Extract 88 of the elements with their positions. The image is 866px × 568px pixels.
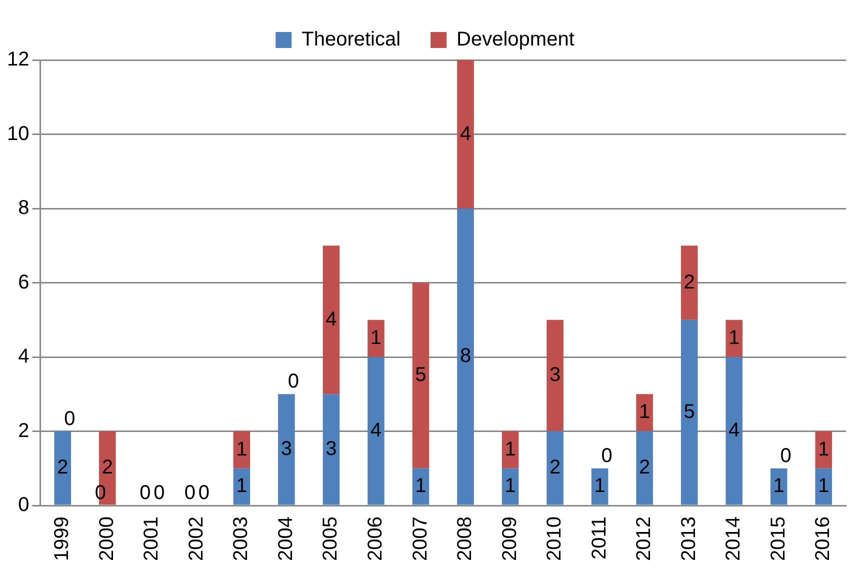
bar <box>680 246 698 320</box>
data-label: 1 <box>504 438 516 460</box>
data-label: 1 <box>818 438 830 460</box>
y-tick-label: 2 <box>18 420 30 442</box>
data-label: 2 <box>57 456 68 479</box>
data-label: 4 <box>728 419 740 442</box>
data-label: 2 <box>549 456 561 479</box>
bar <box>726 357 742 505</box>
data-label: 2 <box>684 271 695 294</box>
bar <box>368 357 384 505</box>
legend-label: Theoretical <box>302 28 401 51</box>
data-label: 1 <box>773 475 784 498</box>
bar <box>54 431 72 505</box>
bar <box>457 60 474 209</box>
bar <box>322 246 340 394</box>
data-label: 1 <box>594 475 606 498</box>
data-label: 1 <box>818 475 830 498</box>
data-label: 5 <box>684 400 695 423</box>
x-tick-label: 2005 <box>320 516 342 562</box>
x-tick-label: 2002 <box>185 516 208 562</box>
y-tick-label: 6 <box>18 271 30 294</box>
x-tick-label: 2010 <box>544 516 566 562</box>
data-label: 4 <box>326 308 337 330</box>
data-label: 0 <box>184 482 196 504</box>
x-tick-label: 2013 <box>678 516 700 562</box>
x-tick-label: 2007 <box>409 516 432 562</box>
data-label: 1 <box>504 475 516 498</box>
data-label: 3 <box>549 364 561 386</box>
x-tick-label: 2003 <box>230 516 252 562</box>
data-label: 5 <box>415 364 426 386</box>
bar <box>412 468 430 505</box>
y-tick-label: 8 <box>18 197 30 220</box>
x-tick-label: 2012 <box>633 516 656 562</box>
data-label: 0 <box>140 482 151 504</box>
data-label: 4 <box>460 122 472 145</box>
x-tick-label: 2004 <box>274 516 297 562</box>
bar <box>546 431 564 505</box>
x-tick-label: 2009 <box>498 516 521 562</box>
bar <box>680 320 698 505</box>
x-tick-label: 2016 <box>812 516 834 562</box>
data-label: 4 <box>370 419 382 442</box>
data-label: 8 <box>460 345 472 368</box>
x-tick-label: 1999 <box>51 516 74 562</box>
y-tick-label: 12 <box>6 48 30 71</box>
x-tick-label: 2001 <box>140 516 163 562</box>
bar <box>815 468 832 505</box>
data-label: 3 <box>280 438 292 460</box>
data-label: 1 <box>236 475 248 498</box>
data-label: 3 <box>326 438 337 460</box>
data-label: 1 <box>639 401 650 424</box>
data-label: 1 <box>236 438 248 460</box>
x-tick-label: 2015 <box>767 516 790 562</box>
x-tick-label: 2008 <box>454 516 476 562</box>
bar <box>726 320 742 358</box>
bar <box>233 468 250 505</box>
bar <box>770 468 788 505</box>
y-tick-label: 0 <box>18 494 30 516</box>
x-tick-label: 2014 <box>722 516 745 562</box>
bar <box>636 394 653 432</box>
bar <box>322 394 340 505</box>
x-tick-label: 2011 <box>588 516 610 560</box>
bar <box>815 431 832 468</box>
data-label: 0 <box>154 482 165 504</box>
data-label: 1 <box>728 326 740 349</box>
bar <box>591 468 608 505</box>
data-label: 0 <box>780 444 792 467</box>
bar <box>233 431 250 468</box>
bar <box>457 208 474 505</box>
y-tick-label: 10 <box>6 122 30 145</box>
legend-label: Development <box>456 28 575 51</box>
data-label: 2 <box>102 456 113 479</box>
x-tick-label: 2000 <box>96 516 118 562</box>
data-label: 1 <box>370 326 382 349</box>
bar <box>502 431 519 468</box>
bar <box>412 282 430 468</box>
bar <box>636 431 653 505</box>
bar <box>502 468 519 505</box>
x-tick-label: 2006 <box>364 516 386 562</box>
bar <box>368 320 384 358</box>
data-label: 2 <box>639 456 650 479</box>
data-label: 1 <box>415 475 426 498</box>
bar <box>278 394 295 505</box>
data-label: 0 <box>288 370 300 393</box>
bar <box>546 320 564 432</box>
y-tick-label: 4 <box>18 346 30 368</box>
data-label: 0 <box>198 482 210 504</box>
data-label: 0 <box>64 408 76 430</box>
data-label: 0 <box>601 444 612 467</box>
